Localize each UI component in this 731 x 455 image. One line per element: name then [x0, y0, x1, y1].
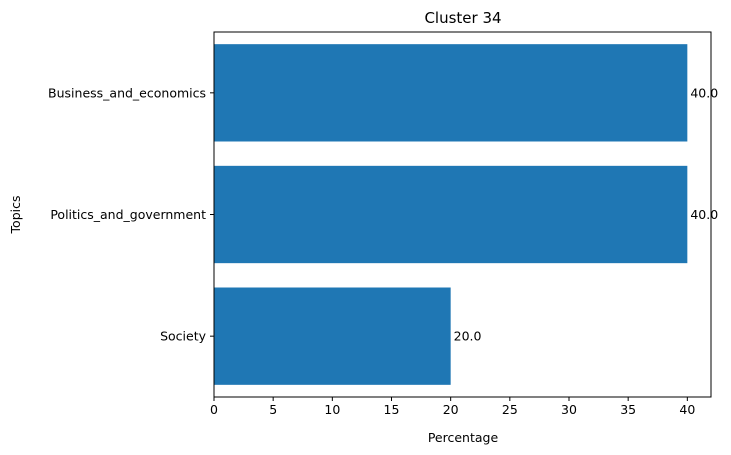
data-label: 40.0 [690, 207, 718, 222]
data-label: 20.0 [454, 329, 482, 344]
x-axis-label: Percentage [428, 430, 499, 445]
x-axis: 0 5 10 15 20 25 30 35 40 [210, 397, 695, 417]
y-tick-label: Society [160, 329, 207, 344]
value-labels: 40.0 40.0 20.0 [454, 85, 719, 343]
bar [214, 44, 688, 142]
y-axis-label: Topics [8, 196, 23, 235]
data-label: 40.0 [690, 85, 718, 100]
x-tick-label: 15 [384, 402, 400, 417]
x-tick-label: 10 [324, 402, 340, 417]
x-tick-label: 30 [561, 402, 577, 417]
x-tick-label: 25 [502, 402, 518, 417]
x-tick-label: 40 [679, 402, 695, 417]
chart-title: Cluster 34 [424, 9, 501, 27]
x-tick-label: 35 [620, 402, 636, 417]
y-tick-label: Politics_and_government [50, 207, 206, 222]
y-axis: Business_and_economics Politics_and_gover… [48, 85, 214, 344]
bars-layer [214, 44, 688, 385]
bar [214, 165, 688, 264]
x-tick-label: 5 [269, 402, 277, 417]
x-tick-label: 20 [443, 402, 459, 417]
bar [214, 287, 451, 385]
y-tick-label: Business_and_economics [48, 85, 206, 100]
x-tick-label: 0 [210, 402, 218, 417]
